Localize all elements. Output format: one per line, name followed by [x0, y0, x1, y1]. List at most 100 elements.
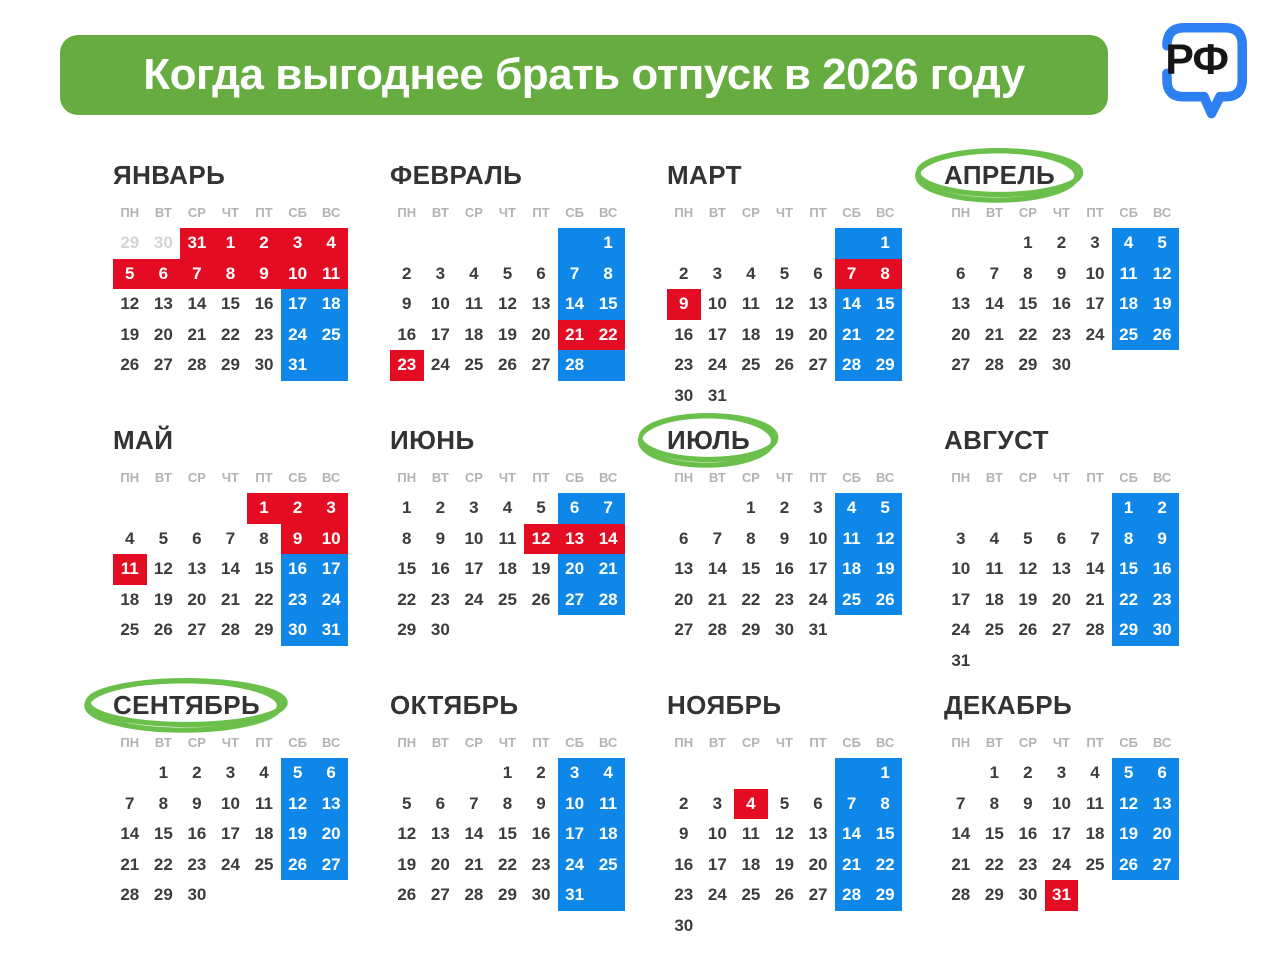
day-cell: 5 [402, 793, 412, 813]
day-cell [591, 615, 625, 646]
day-cell: 6 [1056, 528, 1067, 548]
day-cell [1078, 493, 1112, 524]
week-row: 14 15 16 17 18 19 20 [944, 819, 1179, 850]
day-cell: 26 [1111, 849, 1146, 880]
day-cell: 28 [1085, 620, 1105, 640]
day-cell: 1 [1023, 233, 1033, 253]
day-cell: 6 [146, 258, 181, 289]
day-cell: 22 [868, 319, 902, 350]
day-cell: 7 [712, 528, 723, 548]
day-cell: 31 [557, 880, 592, 911]
weekday-label: ПН [674, 204, 694, 220]
day-cell: 11 [464, 294, 483, 314]
weekday-label: ВС [1153, 469, 1172, 485]
day-cell: 10 [464, 528, 484, 548]
weekday-label: СР [1018, 204, 1037, 220]
day-cell: 23 [1052, 324, 1071, 344]
day-cell: 6 [314, 758, 348, 789]
day-cell: 17 [1085, 294, 1105, 314]
day-cell: 21 [120, 854, 140, 874]
weekday-header-row: ПН ВТ СР ЧТ ПТ СБ ВС [667, 202, 902, 222]
day-cell [457, 615, 491, 646]
day-cell: 8 [213, 258, 248, 289]
weekday-label: ПТ [1086, 734, 1104, 750]
day-cell: 10 [707, 294, 727, 314]
day-cell: 21 [557, 319, 592, 350]
day-cell: 23 [1145, 584, 1179, 615]
week-row: 1 [667, 228, 902, 259]
day-cell: 14 [834, 289, 869, 320]
day-cell: 18 [314, 289, 348, 320]
day-cell [457, 758, 491, 789]
weekday-label: ВТ [154, 469, 172, 485]
day-cell: 20 [531, 324, 551, 344]
day-cell [1145, 646, 1179, 677]
day-cell: 19 [498, 324, 517, 344]
day-cell: 17 [808, 559, 828, 579]
day-cell: 16 [674, 854, 694, 874]
day-cell: 7 [1090, 528, 1100, 548]
day-cell [944, 493, 978, 524]
day-cell [701, 911, 735, 942]
weekday-label: ВС [322, 734, 341, 750]
day-cell: 12 [524, 523, 558, 554]
day-cell [734, 911, 768, 942]
weekday-header-row: ПН ВТ СР ЧТ ПТ СБ ВС [390, 732, 625, 752]
day-cell: 7 [591, 493, 625, 524]
month-title-wrap-october: ОКТЯБРЬ [390, 690, 518, 720]
day-cell: 20 [314, 819, 348, 850]
week-row: 4 5 6 7 8 9 10 [113, 523, 348, 554]
day-cell: 23 [674, 885, 694, 905]
day-cell: 31 [951, 650, 971, 670]
day-cell: 9 [1023, 793, 1033, 813]
day-cell: 5 [536, 498, 546, 518]
weekday-header-row: ПН ВТ СР ЧТ ПТ СБ ВС [667, 467, 902, 487]
day-cell: 5 [1023, 528, 1033, 548]
rf-logo-text: РФ [1165, 36, 1229, 85]
day-cell: 15 [1111, 554, 1146, 585]
day-cell: 31 [808, 620, 828, 640]
day-cell [801, 381, 835, 412]
day-cell: 15 [221, 294, 240, 314]
day-cell: 27 [1145, 849, 1179, 880]
day-cell: 24 [707, 885, 727, 905]
day-cell [834, 228, 869, 259]
day-cell [214, 493, 248, 524]
week-row: 23 24 25 26 27 28 [390, 350, 625, 381]
day-cell: 24 [314, 584, 348, 615]
day-cell: 1 [591, 228, 625, 259]
day-cell: 17 [707, 854, 727, 874]
day-cell: 13 [951, 294, 971, 314]
day-cell: 27 [951, 355, 971, 375]
day-cell: 27 [531, 355, 551, 375]
weekday-label: ЧТ [498, 469, 516, 485]
day-cell: 13 [187, 559, 207, 579]
day-cell: 7 [225, 528, 236, 548]
day-cell [868, 615, 902, 646]
day-cell: 24 [557, 849, 592, 880]
day-cell: 13 [808, 294, 828, 314]
day-cell: 23 [254, 324, 274, 344]
day-cell: 30 [187, 885, 207, 905]
day-cell: 7 [834, 258, 869, 289]
weekday-label: ВС [322, 469, 341, 485]
weekday-label: ВС [599, 204, 618, 220]
day-cell: 22 [498, 854, 517, 874]
month-title-wrap-december: ДЕКАБРЬ [944, 690, 1072, 720]
day-cell: 23 [1018, 854, 1038, 874]
day-cell: 30 [1052, 355, 1071, 375]
weekday-header-row: ПН ВТ СР ЧТ ПТ СБ ВС [944, 732, 1179, 752]
day-cell: 15 [868, 819, 902, 850]
day-cell: 2 [192, 763, 202, 783]
day-cell: 30 [531, 885, 551, 905]
day-cell: 20 [951, 324, 971, 344]
day-cell: 24 [1052, 854, 1071, 874]
day-cell [147, 493, 181, 524]
day-cell: 4 [314, 228, 348, 259]
day-cell: 12 [397, 824, 417, 844]
weekday-label: ЧТ [775, 734, 793, 750]
day-cell: 9 [247, 258, 281, 289]
weekday-label: СБ [288, 469, 307, 485]
